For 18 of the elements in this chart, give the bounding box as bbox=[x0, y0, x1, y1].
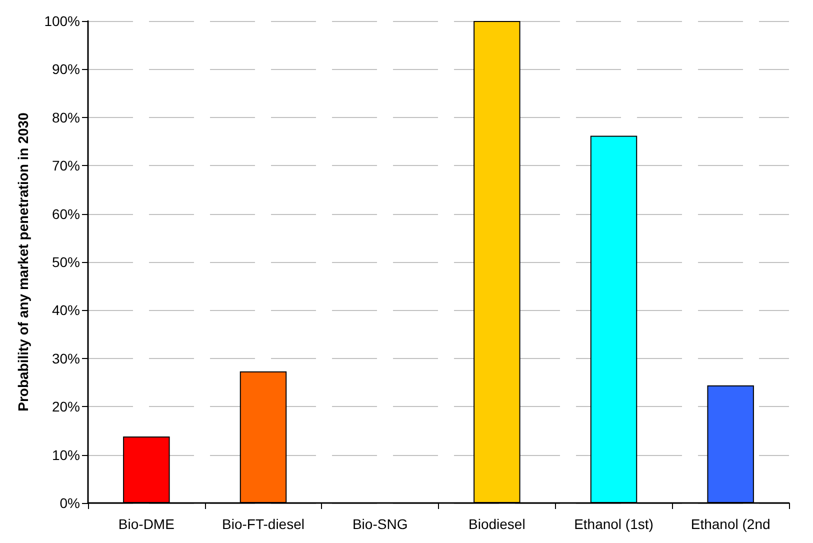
y-tick-label: 50% bbox=[52, 254, 80, 270]
x-tick-label: Ethanol (1st) bbox=[574, 516, 654, 532]
y-tick-label: 90% bbox=[52, 61, 80, 78]
y-tick-label: 0% bbox=[60, 495, 80, 511]
x-tick-label: Bio-DME bbox=[118, 516, 174, 532]
y-tick-label: 20% bbox=[52, 398, 80, 415]
y-tick-label: 100% bbox=[44, 13, 80, 29]
x-tick-label: Bio-SNG bbox=[352, 516, 408, 532]
x-tick-label: Biodiesel bbox=[468, 516, 526, 532]
x-tick-label: Ethanol (2nd bbox=[690, 516, 770, 532]
y-tick-label: 30% bbox=[52, 350, 80, 366]
y-tick-label: 80% bbox=[52, 109, 80, 126]
y-tick-label: 60% bbox=[52, 206, 80, 222]
y-tick-label: 40% bbox=[52, 302, 80, 318]
y-tick-label: 70% bbox=[52, 158, 80, 174]
x-tick-label: Bio-FT-diesel bbox=[222, 516, 304, 532]
y-tick-label: 10% bbox=[52, 446, 80, 463]
y-axis-title: Probability of any market penetration in 2030 bbox=[15, 112, 31, 412]
